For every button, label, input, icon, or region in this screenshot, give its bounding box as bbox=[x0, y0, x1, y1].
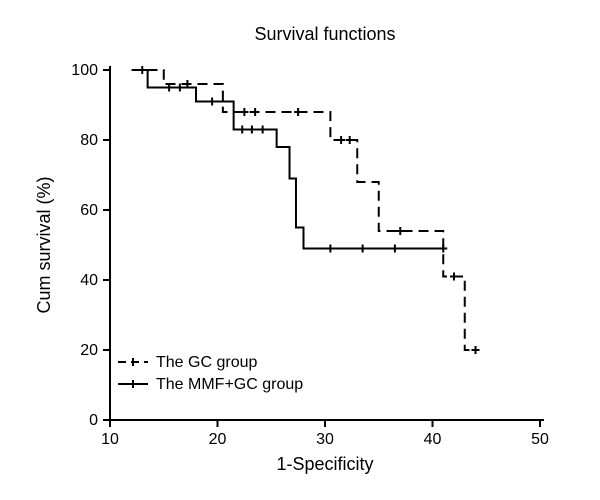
y-tick-label: 0 bbox=[89, 412, 98, 429]
y-tick-label: 20 bbox=[80, 342, 98, 359]
series-gc bbox=[132, 70, 476, 350]
series-mmf bbox=[132, 70, 444, 249]
x-tick-label: 20 bbox=[209, 431, 227, 448]
y-tick-label: 40 bbox=[80, 272, 98, 289]
y-tick-label: 60 bbox=[80, 202, 98, 219]
chart-title: Survival functions bbox=[254, 24, 395, 44]
x-axis-title: 1-Specificity bbox=[276, 454, 373, 474]
survival-chart: 0 20 40 60 80 100 10 20 30 40 50 1-Specificity Cum s… bbox=[0, 0, 600, 500]
legend-label-gc: The GC group bbox=[156, 354, 257, 371]
x-tick-label: 40 bbox=[424, 431, 442, 448]
y-tick-label: 100 bbox=[71, 62, 98, 79]
y-axis-title: Cum survival (%) bbox=[34, 176, 54, 313]
x-tick-label: 10 bbox=[101, 431, 119, 448]
legend-label-mmf: The MMF+GC group bbox=[156, 376, 303, 393]
chart-svg: 0 20 40 60 80 100 10 20 30 40 50 1-Specificity Cum s… bbox=[0, 0, 600, 500]
x-tick-label: 50 bbox=[531, 431, 549, 448]
x-tick-label: 30 bbox=[316, 431, 334, 448]
y-tick-label: 80 bbox=[80, 132, 98, 149]
